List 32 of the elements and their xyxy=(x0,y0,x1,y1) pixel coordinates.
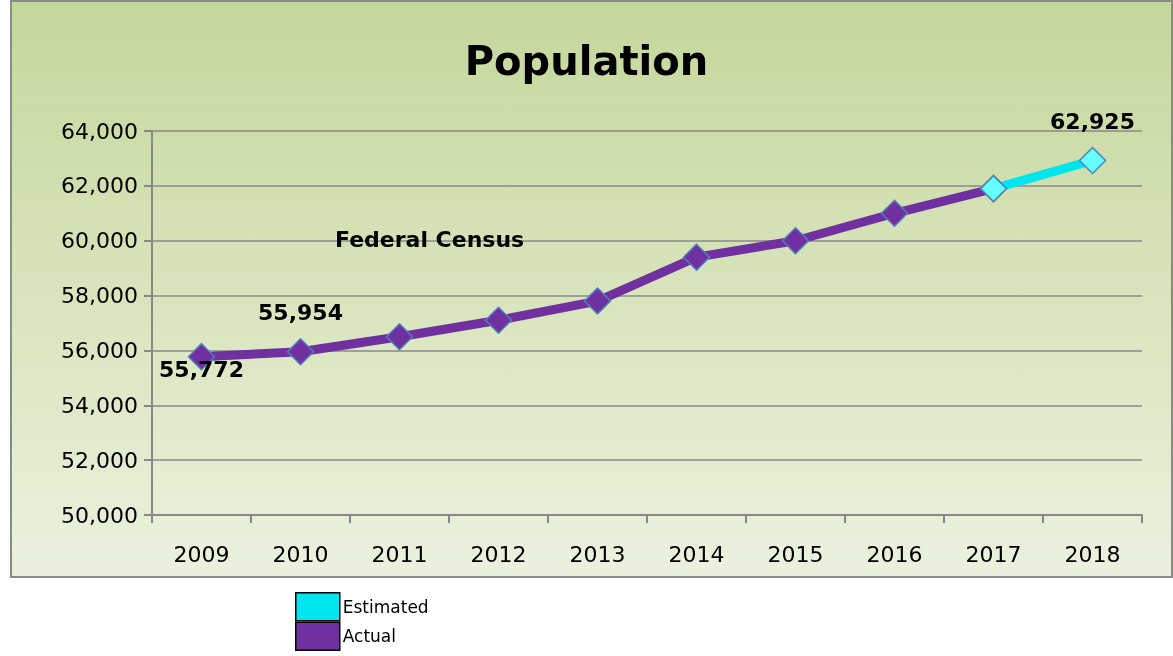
y-tick-label: 54,000 xyxy=(61,392,138,418)
y-tick-label: 62,000 xyxy=(61,173,138,199)
point xyxy=(583,287,612,315)
x-tick-label: 2009 xyxy=(173,541,230,567)
point xyxy=(385,322,414,351)
data-label: 55,954 xyxy=(258,300,343,326)
x-tick-label: 2014 xyxy=(668,541,725,567)
data-label: 55,772 xyxy=(159,357,244,383)
point xyxy=(781,226,810,255)
x-tick-label: 2010 xyxy=(272,541,329,567)
x-tick-label: 2011 xyxy=(371,541,428,567)
y-tick-label: 64,000 xyxy=(61,118,138,144)
data-label: 62,925 xyxy=(1050,109,1135,135)
y-tick-label: 60,000 xyxy=(61,228,138,254)
y-tick-label: 56,000 xyxy=(61,337,138,363)
point xyxy=(484,306,513,335)
point xyxy=(286,337,315,366)
x-tick-label: 2017 xyxy=(965,541,1022,567)
chart-title: Population xyxy=(464,38,709,84)
legend-label: Actual xyxy=(342,626,397,647)
point xyxy=(880,199,909,228)
y-tick-label: 50,000 xyxy=(61,502,138,528)
legend-label: Estimated xyxy=(342,596,429,617)
y-tick-label: 58,000 xyxy=(61,283,138,309)
annotation: Federal Census xyxy=(335,226,525,252)
x-tick-label: 2015 xyxy=(767,541,824,567)
x-tick-label: 2018 xyxy=(1064,541,1121,567)
y-tick-label: 52,000 xyxy=(61,447,138,473)
x-tick-label: 2012 xyxy=(470,541,527,567)
x-tick-label: 2013 xyxy=(569,541,626,567)
x-tick-label: 2016 xyxy=(866,541,923,567)
point xyxy=(682,243,711,271)
